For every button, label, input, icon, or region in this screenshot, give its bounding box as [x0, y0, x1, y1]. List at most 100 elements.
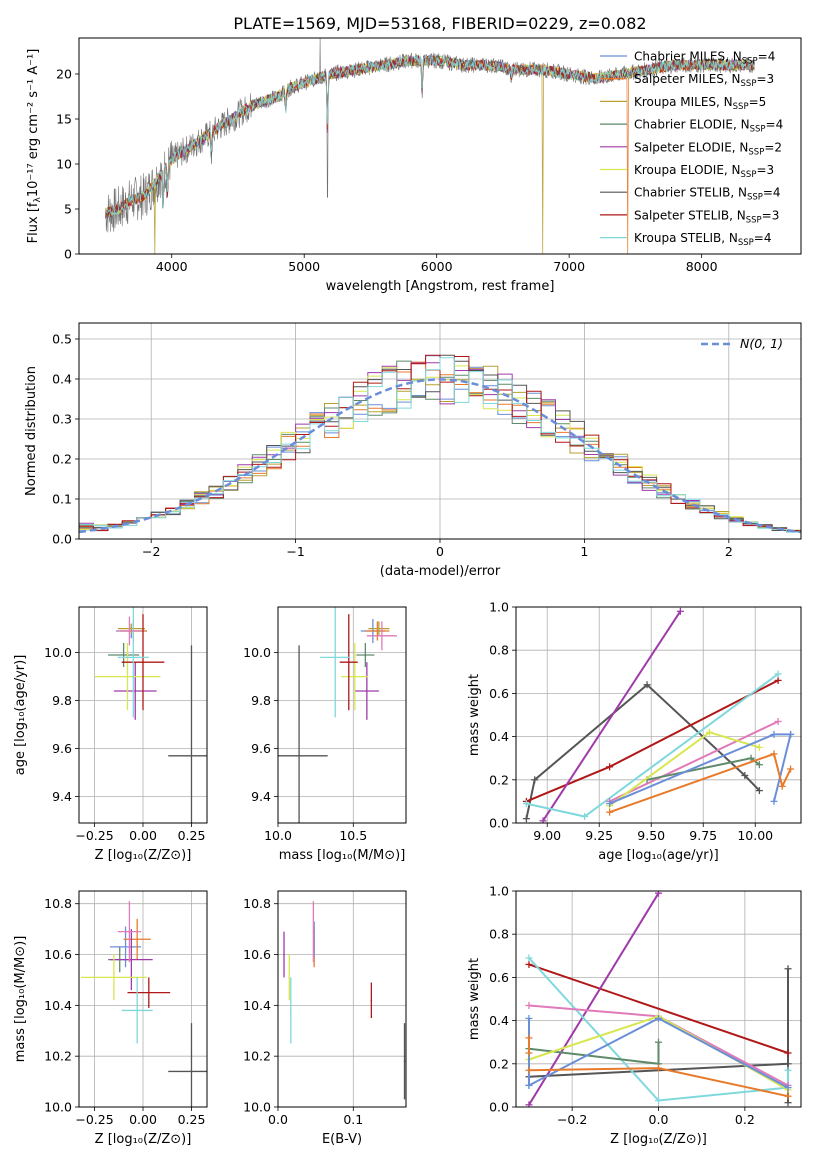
legend-subscript: SSP: [747, 193, 763, 203]
y-axis-label-main: Flux [f: [26, 202, 41, 243]
x-tick-label: −1: [286, 544, 304, 559]
legend-entry: N(0, 1): [740, 336, 783, 351]
data-point: [376, 630, 379, 632]
x-tick-label: 0.00: [129, 828, 157, 843]
data-point: [122, 654, 125, 656]
data-point: [136, 1009, 138, 1012]
plot-area: [79, 354, 801, 539]
y-tick-label: 10.4: [243, 998, 271, 1013]
legend-nssp: =5: [749, 95, 767, 109]
y-tick-label: 10: [56, 157, 72, 172]
weight-series-line: [525, 683, 761, 819]
data-point: [370, 999, 373, 1002]
legend-series-name: Chabrier STELIB, N: [634, 186, 747, 200]
weight-series-line: [542, 610, 682, 822]
x-tick-label: −2: [142, 544, 160, 559]
y-tick-label: 10.6: [44, 947, 72, 962]
axes-frame: [78, 606, 208, 824]
y-tick-label: 0.4: [489, 1013, 509, 1028]
y-tick-label: 0.6: [489, 970, 509, 985]
y-tick-label: 0.8: [489, 643, 509, 658]
y-tick-label: 1.0: [489, 884, 509, 899]
legend-series-name: Kroupa ELODIE, N: [634, 163, 741, 177]
x-axis-label: age [log₁₀(age/yr)]: [598, 848, 719, 863]
data-point: [124, 946, 127, 948]
y-tick-label: 0.0: [489, 1100, 509, 1115]
y-axis-label: mass [log₁₀(M/M⊙)]: [13, 936, 28, 1063]
legend-nssp: =2: [764, 140, 782, 154]
data-point: [298, 755, 300, 757]
x-tick-label: 10.00: [737, 828, 773, 843]
x-tick-label: 0.00: [129, 1112, 157, 1127]
y-tick-label: 0.1: [52, 492, 72, 507]
data-point: [190, 755, 193, 757]
x-tick-label: 0.1: [343, 1112, 363, 1127]
data-point: [312, 930, 315, 933]
data-point: [283, 953, 285, 956]
y-tick-label: 9.6: [52, 741, 72, 756]
y-tick-label: 1.0: [489, 600, 509, 615]
y-tick-label: 9.4: [52, 789, 72, 804]
plot-area: [522, 607, 795, 823]
legend-nssp: =3: [762, 208, 780, 222]
y-tick-label: 10.6: [243, 947, 271, 962]
data-point: [142, 661, 144, 663]
legend-entry: Salpeter ELODIE, NSSP=2: [634, 140, 782, 157]
y-tick-label: 0.4: [52, 372, 72, 387]
y-tick-label: 10.8: [243, 896, 271, 911]
residuals-panel: −2 −1 0 1 2 0.0 0.1 0.2 0.3 0.4 0.5 (data-model)/er…: [24, 322, 802, 579]
data-point: [113, 976, 115, 979]
axes-frame: [78, 322, 802, 540]
data-point: [354, 675, 356, 678]
y-tick-label: 9.8: [251, 693, 271, 708]
x-tick-label: −0.25: [75, 1112, 113, 1127]
normal-reference-curve: [79, 378, 801, 534]
y-axis-label: mass weight: [467, 958, 482, 1040]
data-point: [288, 976, 291, 979]
plot-area: [80, 901, 207, 1107]
legend-entry: Chabrier ELODIE, NSSP=4: [634, 118, 783, 135]
x-tick-label: 0.0: [649, 1112, 669, 1127]
legend-subscript: SSP: [742, 57, 758, 67]
data-point: [132, 656, 135, 659]
y-tick-label: 9.6: [251, 741, 271, 756]
data-point: [136, 938, 138, 941]
age-vs-mass-panel: 10.0 10.5 9.4 9.6 9.8 10.0 mass [log₁₀(M/M⊙)]: [243, 606, 407, 863]
legend-entry: Salpeter STELIB, NSSP=3: [634, 208, 779, 225]
y-axis-label: mass weight: [467, 674, 482, 756]
data-point: [134, 690, 137, 692]
legend-series-name: Kroupa MILES, N: [634, 95, 733, 109]
data-point: [378, 627, 380, 630]
y-tick-label: 0.3: [52, 412, 72, 427]
x-tick-label: 0.25: [178, 828, 206, 843]
axes-frame: [515, 890, 802, 1108]
y-axis-label: age [log₁₀(age/yr)]: [13, 655, 28, 776]
y-tick-label: 10.0: [243, 1100, 271, 1115]
x-tick-label: 9.00: [533, 828, 561, 843]
axes-frame: [78, 890, 208, 1108]
x-tick-label: −0.2: [557, 1112, 587, 1127]
x-tick-label: 10.5: [339, 828, 367, 843]
data-point: [290, 1009, 292, 1012]
data-point: [130, 958, 133, 961]
axes-frame: [277, 890, 407, 1108]
legend-subscript: SSP: [738, 238, 754, 248]
y-tick-label: 0.8: [489, 927, 509, 942]
y-tick-label: 20: [56, 67, 72, 82]
y-tick-label: 10.2: [243, 1049, 271, 1064]
legend-series-name: Chabrier ELODIE, N: [634, 118, 750, 132]
legend-entry: Kroupa STELIB, NSSP=4: [634, 231, 772, 248]
legend-subscript: SSP: [746, 215, 762, 225]
histogram-kroupa-stelib: [79, 357, 801, 539]
legend-entry: Kroupa MILES, NSSP=5: [634, 95, 766, 112]
data-point: [381, 635, 383, 637]
legend-nssp: =4: [758, 50, 776, 64]
legend-nssp: =4: [754, 231, 772, 245]
x-tick-label: 9.25: [585, 828, 613, 843]
legend-nssp: =3: [756, 163, 774, 177]
legend-subscript: SSP: [748, 147, 764, 157]
y-axis-label: Flux [fλ10⁻¹⁷ erg cm⁻² s⁻¹ A⁻¹]: [26, 49, 43, 244]
legend-entry: Chabrier MILES, NSSP=4: [634, 50, 775, 67]
legend-series-name: Salpeter STELIB, N: [634, 208, 746, 222]
